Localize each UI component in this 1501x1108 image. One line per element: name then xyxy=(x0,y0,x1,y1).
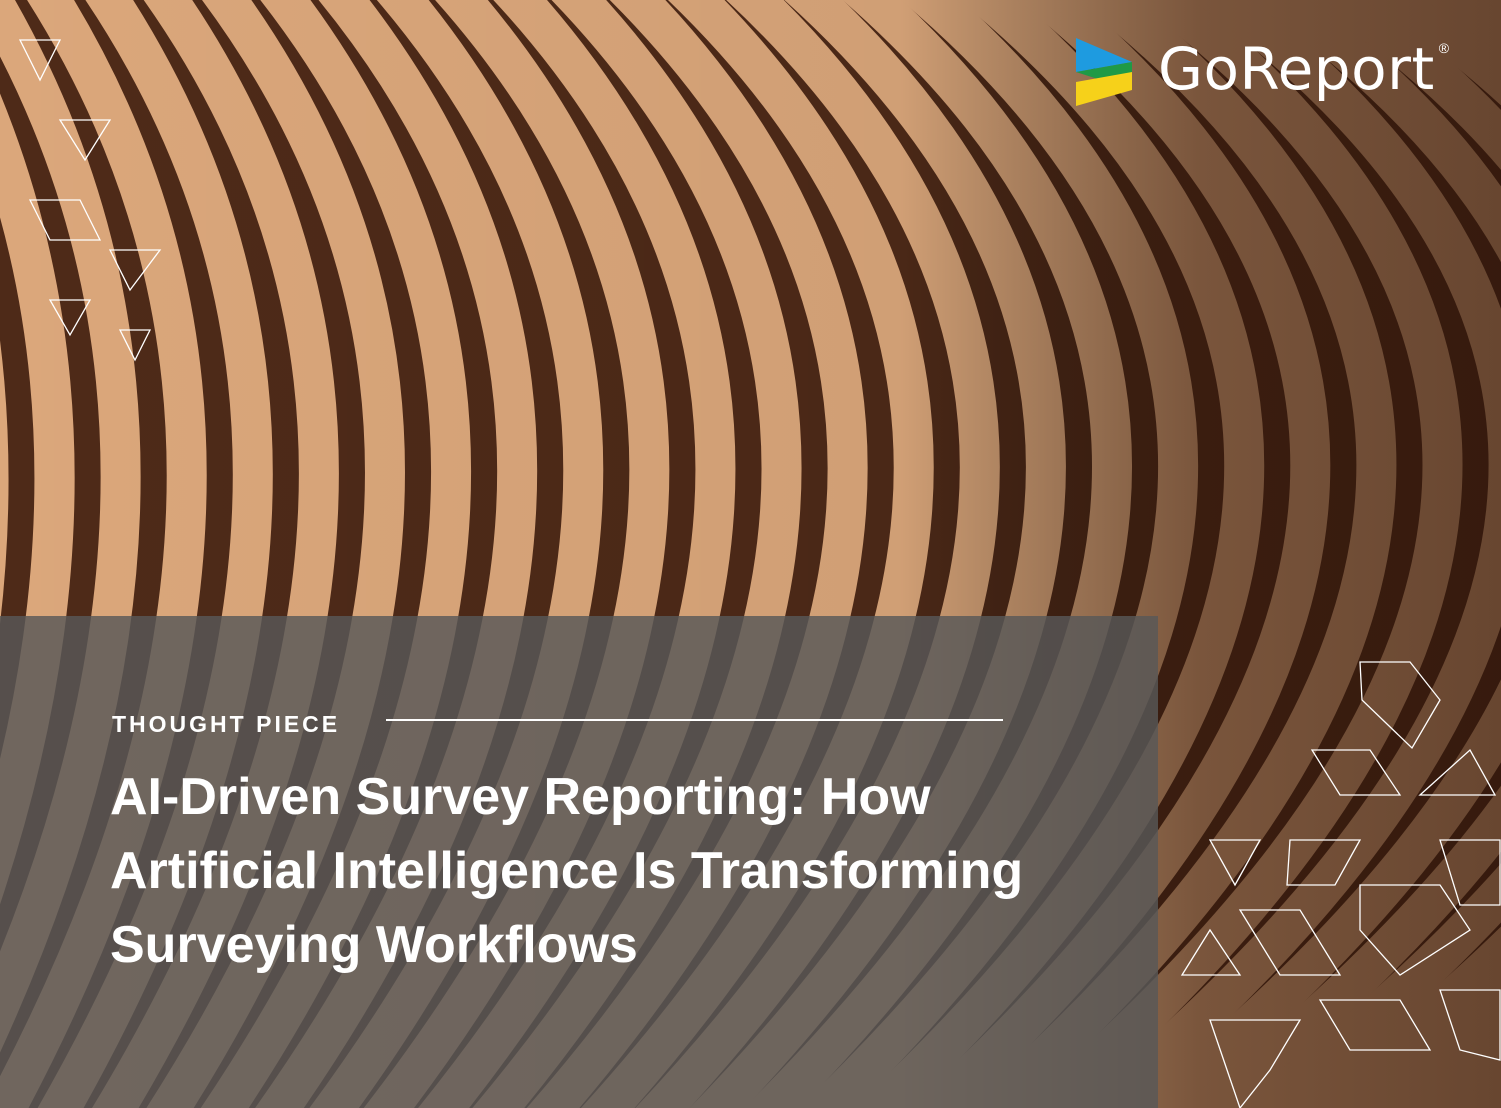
geometric-shape xyxy=(1418,748,1497,796)
goreport-logo-mark-icon xyxy=(1076,38,1132,106)
geometric-shape xyxy=(28,199,102,241)
geometric-shape xyxy=(1310,749,1402,796)
registered-mark: ® xyxy=(1438,40,1450,56)
geometric-shape xyxy=(1359,884,1471,976)
geometric-shape xyxy=(58,119,112,162)
geometric-shape xyxy=(1286,839,1362,886)
geometric-shape xyxy=(1359,661,1441,750)
title-panel xyxy=(0,616,1158,1108)
geometric-shape xyxy=(1209,1019,1302,1108)
document-type-label: THOUGHT PIECE xyxy=(112,711,341,737)
geometric-shape xyxy=(1439,839,1501,906)
logo-wordmark: GoReport xyxy=(1158,35,1435,103)
geometric-shape xyxy=(18,39,62,82)
geometric-shape xyxy=(1180,928,1242,976)
document-title: AI-Driven Survey Reporting: How Artifici… xyxy=(110,768,1024,974)
divider-line xyxy=(386,719,1003,721)
geometric-shape xyxy=(48,299,92,337)
geometric-shape xyxy=(118,329,152,362)
goreport-logo: GoReport ® xyxy=(1076,38,1449,106)
geometric-shape xyxy=(108,249,162,292)
geometric-shape xyxy=(1208,839,1262,887)
geometric-shape xyxy=(1318,999,1432,1051)
geometric-shape xyxy=(1439,989,1501,1061)
geometric-shape xyxy=(1238,909,1342,976)
